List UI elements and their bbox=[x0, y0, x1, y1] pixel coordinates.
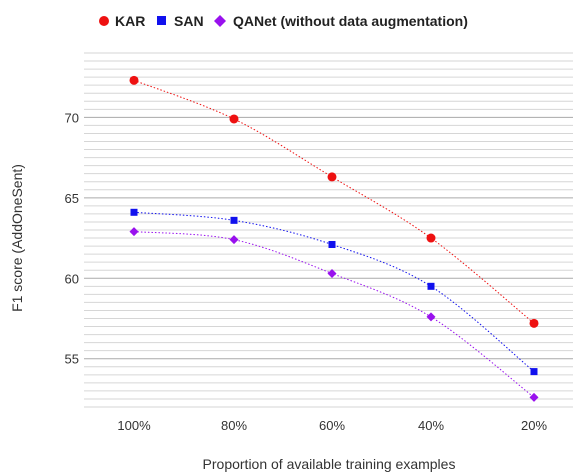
legend-marker-qanet bbox=[214, 15, 226, 27]
legend-label-qanet: QANet (without data augmentation) bbox=[233, 13, 468, 29]
data-point-qanet bbox=[529, 392, 539, 402]
gridlines bbox=[84, 52, 573, 408]
data-point-qanet bbox=[327, 268, 337, 278]
data-point-kar bbox=[327, 172, 337, 182]
data-point-san bbox=[530, 368, 538, 376]
x-tick-label: 40% bbox=[418, 418, 444, 433]
series-line-kar bbox=[133, 79, 535, 324]
data-point-san bbox=[130, 208, 138, 216]
legend-marker-san bbox=[157, 16, 166, 25]
legend-marker-kar bbox=[99, 16, 109, 26]
data-point-kar bbox=[529, 318, 539, 328]
series-markers bbox=[129, 75, 539, 402]
data-point-san bbox=[230, 216, 238, 224]
x-tick-label: 60% bbox=[319, 418, 345, 433]
data-point-qanet bbox=[229, 235, 239, 245]
y-tick-label: 60 bbox=[65, 271, 79, 286]
series-lines bbox=[133, 79, 535, 398]
x-tick-label: 20% bbox=[521, 418, 547, 433]
x-axis-ticks: 100% 80% 60% 40% 20% bbox=[117, 418, 547, 433]
y-axis-ticks: 55 60 65 70 bbox=[65, 110, 79, 366]
legend-label-kar: KAR bbox=[115, 13, 145, 29]
data-point-kar bbox=[129, 75, 139, 85]
data-point-qanet bbox=[426, 312, 436, 322]
legend: KAR SAN QANet (without data augmentation… bbox=[99, 13, 468, 29]
y-tick-label: 65 bbox=[65, 191, 79, 206]
data-point-kar bbox=[229, 114, 239, 124]
y-axis-title: F1 score (AddOneSent) bbox=[9, 164, 25, 312]
data-point-san bbox=[328, 240, 336, 248]
legend-label-san: SAN bbox=[174, 13, 204, 29]
y-tick-label: 70 bbox=[65, 110, 79, 125]
data-point-kar bbox=[426, 233, 436, 243]
series-line-qanet bbox=[133, 231, 535, 398]
y-tick-label: 55 bbox=[65, 352, 79, 367]
data-point-san bbox=[427, 282, 435, 290]
x-tick-label: 80% bbox=[221, 418, 247, 433]
data-point-qanet bbox=[129, 227, 139, 237]
x-tick-label: 100% bbox=[117, 418, 151, 433]
x-axis-title: Proportion of available training example… bbox=[203, 456, 456, 472]
